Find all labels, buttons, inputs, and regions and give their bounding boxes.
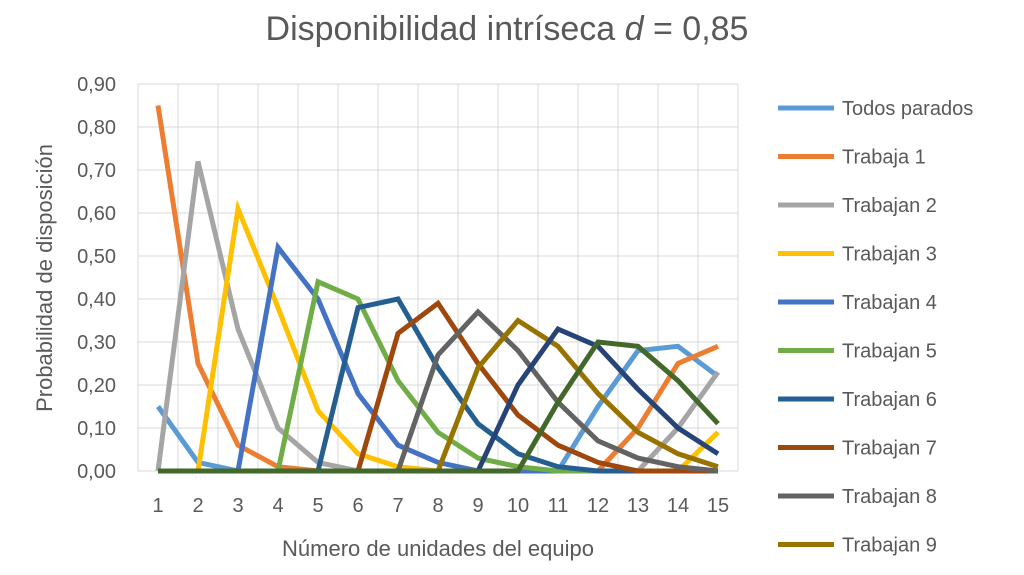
y-axis-ticks: 0,00 0,10 0,20 0,30 0,40 0,50 0,60 0,70 0,80 0,90 <box>77 74 116 483</box>
series-line <box>155 105 719 474</box>
x-tick-label: 1 <box>152 495 163 517</box>
x-tick-label: 5 <box>312 495 323 517</box>
y-tick-label: 0,40 <box>77 289 116 311</box>
x-tick-label: 4 <box>272 495 283 517</box>
x-tick-label: 6 <box>352 495 363 517</box>
legend-entry: Trabajan 2 <box>842 195 937 217</box>
legend-entry: Trabajan 9 <box>842 535 937 557</box>
y-tick-label: 0,20 <box>77 375 116 397</box>
x-tick-label: 3 <box>232 495 243 517</box>
x-axis-label: Número de unidades del equipo <box>282 536 594 561</box>
x-tick-label: 8 <box>432 495 443 517</box>
x-tick-label: 10 <box>507 495 529 517</box>
y-tick-label: 0,30 <box>77 332 116 354</box>
legend-entry: Trabajan 3 <box>842 244 937 266</box>
series-line <box>155 160 721 474</box>
x-tick-label: 12 <box>587 495 609 517</box>
legend-entry: Todos parados <box>842 98 973 120</box>
series-lines <box>155 105 721 474</box>
y-axis-label: Probabilidad de disposición <box>32 144 57 412</box>
x-tick-label: 15 <box>707 495 729 517</box>
y-tick-label: 0,80 <box>77 117 116 139</box>
y-tick-label: 0,60 <box>77 203 116 225</box>
gridlines <box>137 83 739 472</box>
x-axis-ticks: 1 2 3 4 5 6 7 8 9 10 11 12 13 14 15 <box>152 495 729 517</box>
legend-entry: Trabajan 6 <box>842 389 937 411</box>
y-tick-label: 0,00 <box>77 461 116 483</box>
x-tick-label: 14 <box>667 495 689 517</box>
y-tick-label: 0,90 <box>77 74 116 96</box>
legend-entry: Trabajan 7 <box>842 438 937 460</box>
x-tick-label: 9 <box>472 495 483 517</box>
legend-entry: Trabajan 5 <box>842 341 937 363</box>
chart-title: Disponibilidad intríseca d = 0,85 <box>266 10 749 48</box>
y-tick-label: 0,70 <box>77 160 116 182</box>
legend-entry: Trabajan 4 <box>842 292 937 314</box>
y-tick-label: 0,10 <box>77 418 116 440</box>
y-tick-label: 0,50 <box>77 246 116 268</box>
legend: Todos parados Trabaja 1 Trabajan 2 Trabajan… <box>778 98 973 557</box>
legend-entry: Trabajan 8 <box>842 486 937 508</box>
x-tick-label: 11 <box>548 495 569 517</box>
x-tick-label: 13 <box>627 495 649 517</box>
x-tick-label: 2 <box>192 495 203 517</box>
series-line <box>158 339 720 474</box>
x-tick-label: 7 <box>392 495 403 517</box>
legend-entry: Trabaja 1 <box>842 147 926 169</box>
